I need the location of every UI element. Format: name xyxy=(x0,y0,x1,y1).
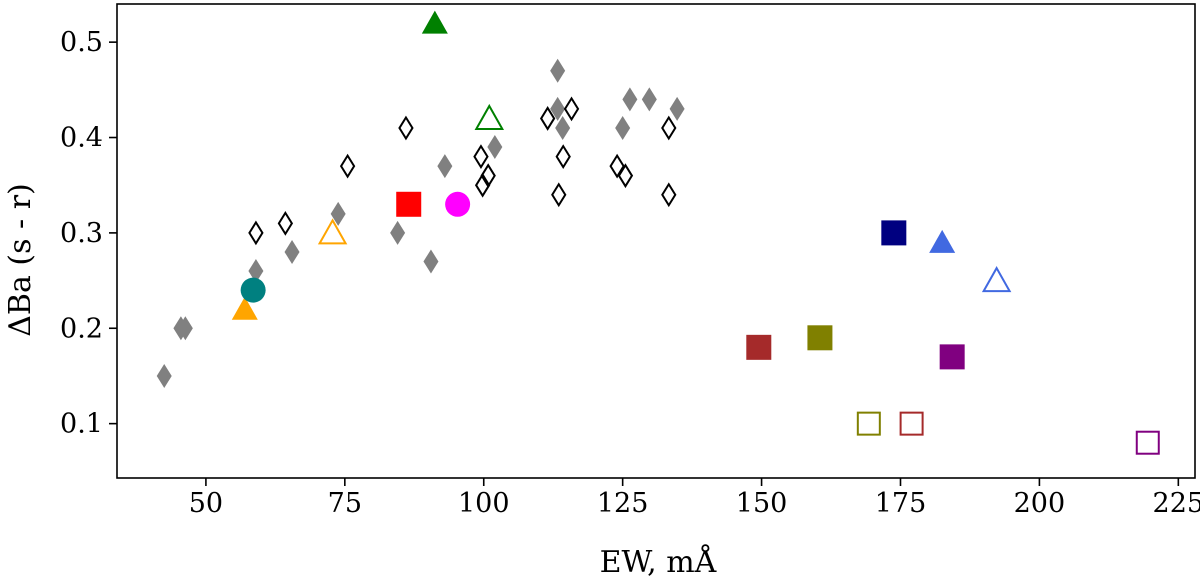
series-brown-square-open xyxy=(899,411,924,436)
series-filled-gray-diamonds xyxy=(156,58,685,388)
series-olive-square-open xyxy=(856,411,881,436)
y-tick-label: 0.5 xyxy=(60,27,103,58)
x-tick-label: 175 xyxy=(875,488,927,519)
diamond-point xyxy=(339,153,356,179)
series-open-black-diamonds xyxy=(248,96,677,246)
data-points xyxy=(156,10,1160,455)
x-tick-label: 200 xyxy=(1014,488,1066,519)
y-tick-label: 0.1 xyxy=(60,409,103,440)
diamond-point xyxy=(539,106,556,131)
y-tick-label: 0.4 xyxy=(60,123,103,154)
diamond-point xyxy=(390,220,406,245)
series-royalblue-triangle-open xyxy=(981,266,1012,293)
square-point xyxy=(807,325,833,351)
diamond-point xyxy=(284,239,300,264)
triangle-point xyxy=(421,10,448,34)
diamond-point xyxy=(622,87,638,112)
diamond-point xyxy=(617,163,634,189)
x-tick-label: 125 xyxy=(597,488,649,519)
square-point xyxy=(396,191,422,217)
diamond-point xyxy=(487,135,503,160)
diamond-point xyxy=(423,249,439,274)
diamond-point xyxy=(156,363,172,388)
series-teal-circle xyxy=(240,277,266,303)
x-tick-label: 225 xyxy=(1153,488,1200,519)
series-purple-square-filled xyxy=(939,344,965,370)
series-olive-square-filled xyxy=(807,325,833,351)
diamond-point xyxy=(248,259,264,284)
diamond-point xyxy=(669,96,685,121)
square-point xyxy=(1135,430,1160,455)
y-tick-label: 0.2 xyxy=(60,313,103,344)
triangle-point xyxy=(317,218,348,245)
diamond-point xyxy=(555,144,571,169)
square-point xyxy=(746,334,772,360)
diamond-point xyxy=(550,58,566,83)
diamond-point xyxy=(609,153,625,179)
series-red-square xyxy=(396,191,422,217)
diamond-point xyxy=(615,115,631,140)
x-axis-label: EW, mÅ xyxy=(600,544,717,580)
circle-point xyxy=(445,191,471,217)
x-tick-label: 150 xyxy=(736,488,788,519)
square-point xyxy=(899,411,924,436)
triangle-point xyxy=(474,103,505,130)
square-point xyxy=(939,344,965,370)
series-orange-triangle-filled xyxy=(231,296,258,320)
series-green-triangle-filled xyxy=(421,10,448,34)
triangle-point xyxy=(981,266,1012,293)
series-purple-square-open xyxy=(1135,430,1160,455)
y-tick-label: 0.3 xyxy=(60,218,103,249)
axis-ticks: 50 75 100 125 150 175 200 225 0.1 0.2 0.3 0.4 0.5 xyxy=(60,27,1200,519)
diamond-point xyxy=(277,210,294,236)
diamond-point xyxy=(330,201,346,226)
circle-point xyxy=(240,277,266,303)
triangle-point xyxy=(231,296,258,320)
series-brown-square-filled xyxy=(746,334,772,360)
series-royalblue-triangle-filled xyxy=(929,229,956,253)
diamond-point xyxy=(473,144,489,169)
x-tick-label: 50 xyxy=(189,488,223,519)
diamond-point xyxy=(550,96,566,121)
series-magenta-circle xyxy=(445,191,471,217)
y-axis-label: ΔBa (s - r) xyxy=(3,183,38,337)
diamond-point xyxy=(555,115,571,140)
x-tick-label: 100 xyxy=(458,488,510,519)
diamond-point xyxy=(551,182,567,208)
diamond-point xyxy=(641,87,657,112)
diamond-point xyxy=(661,115,677,141)
plot-area xyxy=(116,3,1196,479)
triangle-point xyxy=(929,229,956,253)
square-point xyxy=(881,220,907,246)
diamond-point xyxy=(177,316,193,341)
diamond-point xyxy=(480,163,496,189)
diamond-point xyxy=(474,172,491,198)
diamond-point xyxy=(398,115,414,141)
diamond-point xyxy=(437,154,453,179)
series-green-triangle-open xyxy=(474,103,505,130)
plot-frame xyxy=(116,3,1196,479)
series-orange-triangle-open xyxy=(317,218,348,245)
square-point xyxy=(856,411,881,436)
series-navy-square xyxy=(881,220,907,246)
diamond-point xyxy=(248,220,264,246)
diamond-point xyxy=(661,182,677,208)
diamond-point xyxy=(563,96,580,122)
x-tick-label: 75 xyxy=(328,488,362,519)
